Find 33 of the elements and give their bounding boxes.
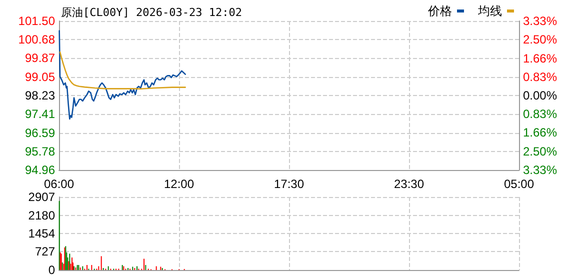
y-tick-label: 0 <box>48 263 56 276</box>
y2-tick-label: 0.00% <box>523 88 558 102</box>
y-tick-label: 96.59 <box>24 126 56 140</box>
y-tick-label: 99.87 <box>24 51 56 66</box>
y-tick-label: 100.68 <box>18 32 56 47</box>
y-tick-label: 97.41 <box>24 107 56 122</box>
x-tick-label: 12:00 <box>164 177 194 191</box>
y-tick-label: 2907 <box>28 190 56 204</box>
legend-label: 均线 <box>477 4 502 18</box>
x-tick-label: 06:00 <box>44 177 74 191</box>
y-tick-label: 99.05 <box>24 70 56 84</box>
x-tick-label: 17:30 <box>274 177 304 191</box>
y2-tick-label: 3.33% <box>523 163 558 177</box>
x-tick-label: 05:00 <box>504 177 534 191</box>
y2-tick-label: 1.66% <box>523 126 558 140</box>
chart-title: 原油[CL00Y] 2026-03-23 12:02 <box>61 6 242 19</box>
y2-tick-label: 1.66% <box>523 51 558 66</box>
y2-tick-label: 0.83% <box>523 70 558 84</box>
line-series <box>58 30 186 120</box>
y2-tick-label: 0.83% <box>523 107 558 122</box>
y2-tick-label: 2.50% <box>523 144 558 158</box>
line-series <box>59 51 186 90</box>
legend-label: 价格 <box>427 4 452 18</box>
y-tick-label: 1454 <box>28 226 56 240</box>
y-tick-label: 2180 <box>28 208 56 222</box>
y-tick-label: 94.96 <box>24 163 56 177</box>
y-tick-label: 98.23 <box>24 88 56 102</box>
y2-tick-label: 2.50% <box>523 32 558 47</box>
y-tick-label: 95.78 <box>24 144 56 158</box>
y-tick-label: 101.50 <box>18 14 56 28</box>
y2-tick-label: 3.33% <box>523 14 558 28</box>
y-tick-label: 727 <box>34 244 56 259</box>
x-tick-label: 23:30 <box>394 177 424 191</box>
